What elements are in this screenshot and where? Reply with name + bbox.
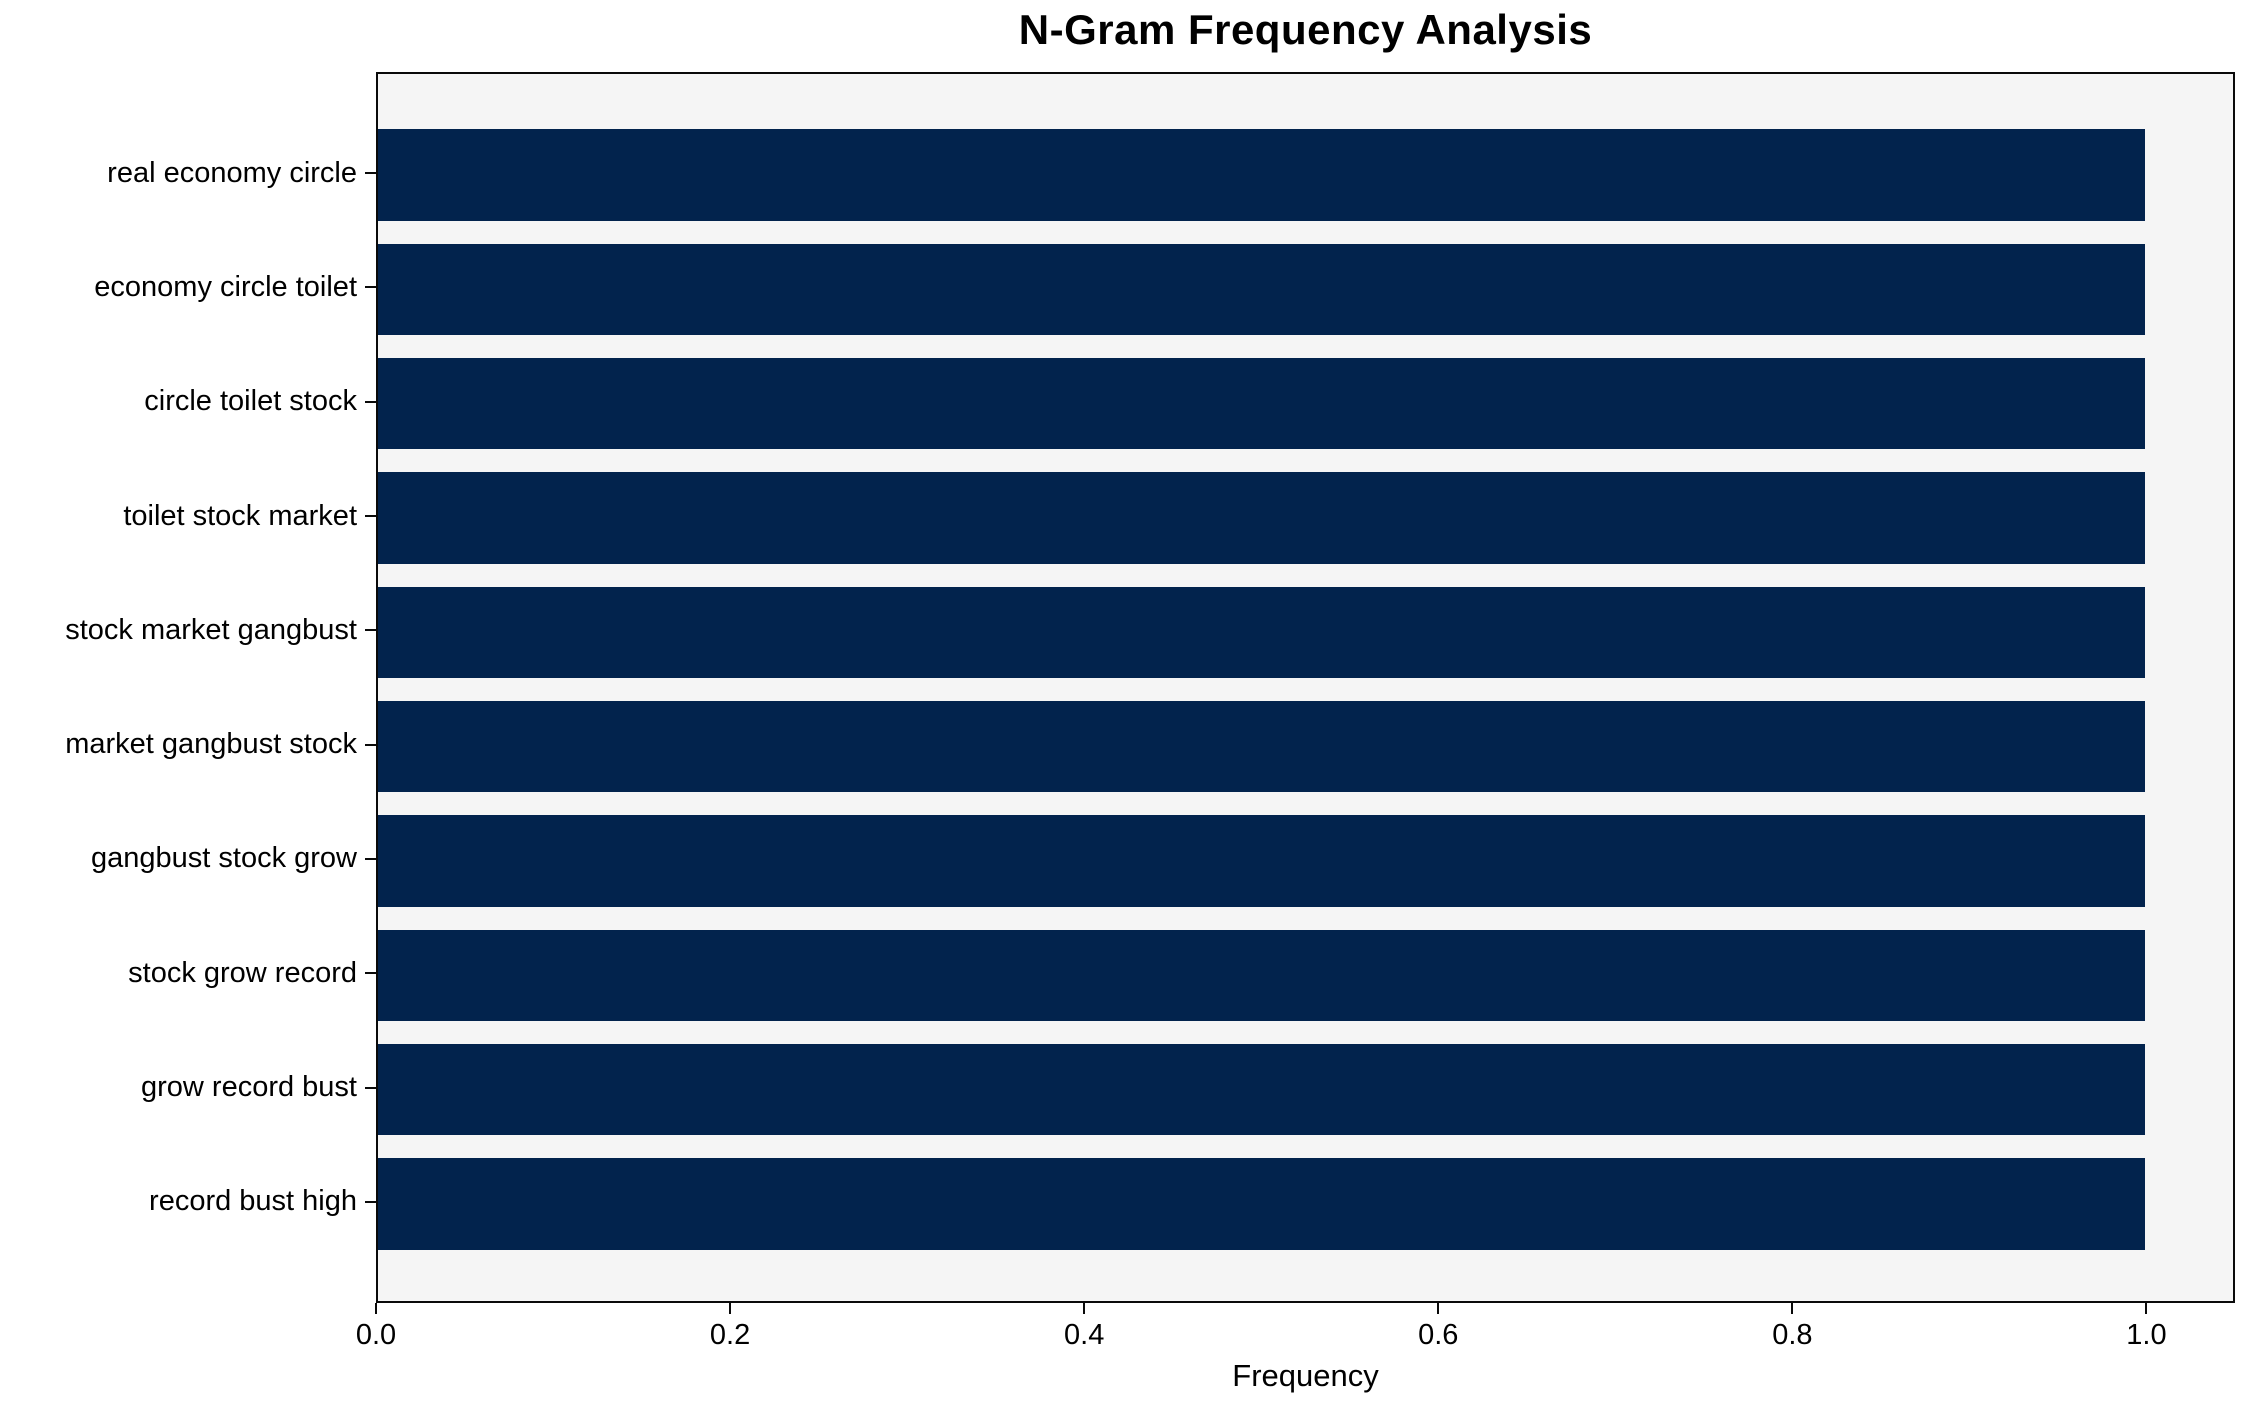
- bar: [378, 700, 2145, 793]
- bar: [378, 1158, 2145, 1250]
- y-tick-row: record bust high: [0, 1145, 376, 1259]
- y-tick-mark: [365, 972, 376, 975]
- y-tick-label: toilet stock market: [123, 499, 357, 532]
- y-tick-mark: [365, 400, 376, 403]
- y-tick-mark: [365, 743, 376, 746]
- x-tick-label: 0.8: [1772, 1319, 1813, 1351]
- bar: [378, 472, 2145, 564]
- x-tick-label: 0.2: [709, 1319, 751, 1351]
- x-tick-mark: [1083, 1303, 1086, 1314]
- bar: [378, 243, 2145, 336]
- bar: [378, 586, 2145, 679]
- y-tick-mark: [365, 1200, 376, 1203]
- y-tick-label: record bust high: [149, 1185, 357, 1218]
- y-tick-label: gangbust stock grow: [91, 842, 357, 875]
- y-tick-mark: [365, 629, 376, 632]
- y-tick-label: stock grow record: [128, 956, 357, 989]
- bar: [378, 129, 2145, 221]
- x-tick-label: 0.0: [355, 1319, 397, 1351]
- y-tick-label: grow record bust: [141, 1071, 357, 1104]
- x-tick-label: 0.4: [1064, 1319, 1105, 1351]
- x-tick-mark: [2145, 1303, 2148, 1314]
- y-tick-row: toilet stock market: [0, 459, 376, 573]
- y-tick-label: stock market gangbust: [65, 613, 357, 646]
- bar: [378, 1043, 2145, 1136]
- y-tick-label: real economy circle: [107, 156, 357, 189]
- x-tick-label: 0.6: [1418, 1319, 1459, 1351]
- x-tick-mark: [375, 1303, 377, 1314]
- bar: [378, 929, 2145, 1021]
- x-tick-label: 1.0: [2126, 1319, 2167, 1351]
- chart-title: N-Gram Frequency Analysis: [1018, 6, 1593, 53]
- y-tick-row: circle toilet stock: [0, 345, 376, 459]
- y-tick-label: economy circle toilet: [94, 270, 357, 303]
- bar: [378, 358, 2145, 450]
- y-tick-row: stock grow record: [0, 916, 376, 1030]
- x-tick-mark: [1791, 1303, 1794, 1314]
- y-tick-label: market gangbust stock: [65, 728, 357, 761]
- x-axis: 0.0 0.2 0.4 0.6 0.8 1.0: [356, 1303, 2235, 1373]
- bar: [378, 815, 2145, 907]
- x-tick-mark: [1437, 1303, 1440, 1314]
- y-tick-row: market gangbust stock: [0, 688, 376, 802]
- y-tick-label: circle toilet stock: [144, 385, 357, 418]
- x-tick-mark: [729, 1303, 732, 1314]
- y-tick-row: economy circle toilet: [0, 230, 376, 344]
- y-tick-mark: [365, 286, 376, 289]
- y-tick-row: gangbust stock grow: [0, 802, 376, 916]
- x-axis-label: Frequency: [1232, 1358, 1379, 1393]
- y-tick-row: stock market gangbust: [0, 573, 376, 687]
- y-tick-row: real economy circle: [0, 116, 376, 230]
- y-tick-mark: [365, 172, 376, 175]
- y-tick-mark: [365, 1086, 376, 1089]
- y-tick-row: grow record bust: [0, 1030, 376, 1144]
- y-tick-mark: [365, 515, 376, 518]
- y-axis: real economy circle economy circle toilet…: [0, 72, 376, 1303]
- plot-area: [376, 72, 2235, 1303]
- y-tick-mark: [365, 857, 376, 860]
